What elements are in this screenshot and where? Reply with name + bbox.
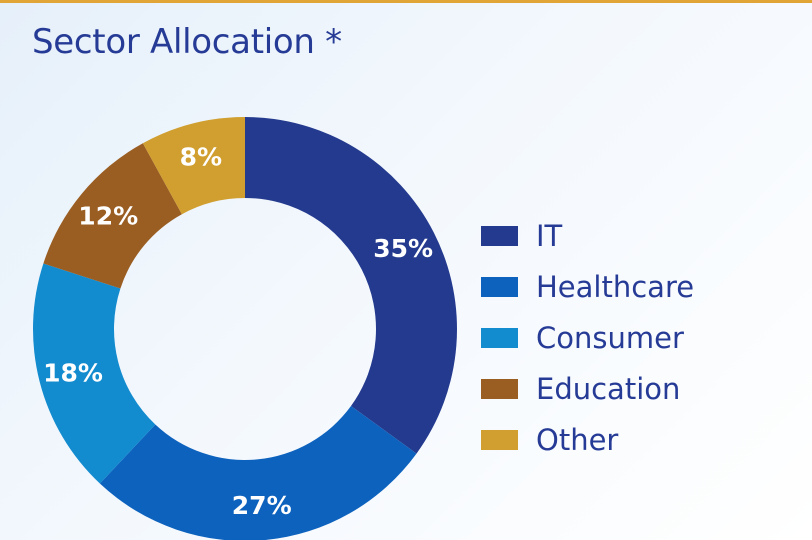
legend-item-other: Other (481, 414, 694, 465)
legend-label-other: Other (536, 422, 619, 457)
legend-item-healthcare: Healthcare (481, 261, 694, 312)
legend-label-it: IT (536, 218, 563, 253)
slice-it (245, 117, 457, 454)
legend-item-consumer: Consumer (481, 312, 694, 363)
legend-swatch-healthcare (481, 276, 518, 297)
legend-label-education: Education (536, 371, 681, 406)
legend-swatch-consumer (481, 327, 518, 348)
slice-education (43, 143, 182, 289)
slice-label-healthcare: 27% (232, 491, 292, 520)
legend-item-education: Education (481, 363, 694, 414)
legend-label-healthcare: Healthcare (536, 269, 695, 304)
slice-label-consumer: 18% (43, 359, 103, 388)
top-accent-rule (0, 0, 812, 3)
legend-swatch-it (481, 225, 518, 246)
chart-legend: IT Healthcare Consumer Education Other (481, 210, 694, 465)
slice-healthcare (99, 406, 417, 540)
slice-label-it: 35% (373, 234, 433, 263)
slice-consumer (33, 263, 156, 484)
slice-label-education: 12% (78, 201, 138, 230)
slice-label-other: 8% (180, 143, 222, 172)
legend-swatch-other (481, 429, 518, 450)
legend-label-consumer: Consumer (536, 320, 684, 355)
chart-title: Sector Allocation * (32, 22, 342, 62)
slice-other (142, 117, 245, 215)
legend-item-it: IT (481, 210, 694, 261)
legend-swatch-education (481, 378, 518, 399)
